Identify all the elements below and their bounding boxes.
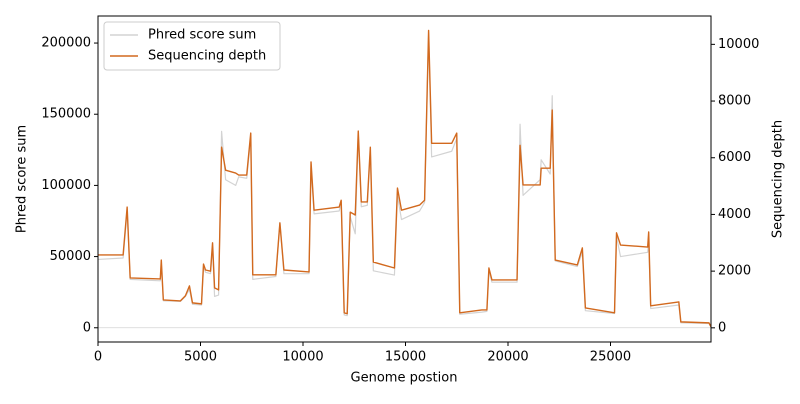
- y-tick-label: 50000: [50, 249, 91, 264]
- x-axis-label: Genome postion: [351, 371, 458, 386]
- y2-tick-label: 10000: [718, 37, 759, 52]
- x-tick-label: 10000: [282, 350, 323, 365]
- y2-tick-label: 8000: [718, 94, 751, 109]
- x-tick-label: 25000: [590, 350, 631, 365]
- y-tick-label: 0: [83, 320, 91, 335]
- plot-frame: [97, 15, 712, 343]
- x-tick-label: 20000: [487, 350, 528, 365]
- x-tick-label: 15000: [385, 350, 426, 365]
- x-tick-label: 0: [94, 350, 102, 365]
- x-tick-label: 5000: [184, 350, 217, 365]
- y2-tick-label: 2000: [718, 264, 751, 279]
- y2-tick-label: 4000: [718, 207, 751, 222]
- line-series: [97, 32, 712, 328]
- y-tick-label: 150000: [41, 107, 91, 122]
- y2-tick-label: 0: [718, 320, 726, 335]
- y-tick-label: 200000: [41, 36, 91, 51]
- y2-tick-label: 6000: [718, 150, 751, 165]
- y-axis-label: Phred score sum: [15, 125, 30, 233]
- legend-box: [103, 21, 281, 71]
- y-tick-label: 100000: [41, 178, 91, 193]
- y2-axis-label: Sequencing depth: [771, 120, 786, 238]
- line-series: [98, 29, 712, 328]
- legend-label: Sequencing depth: [148, 49, 266, 64]
- legend-label: Phred score sum: [148, 28, 256, 43]
